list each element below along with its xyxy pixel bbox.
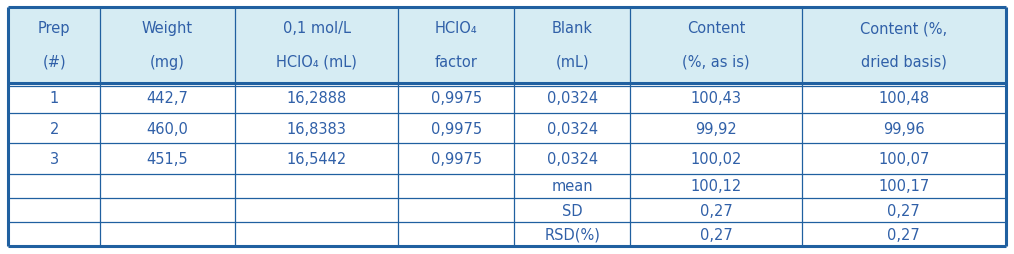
Bar (802, 114, 1006, 144)
Text: 99,92: 99,92 (695, 121, 737, 136)
Bar (514, 83, 630, 114)
Bar (399, 198, 514, 222)
Bar (514, 144, 630, 174)
Bar (234, 198, 399, 222)
Text: (%, as is): (%, as is) (682, 55, 749, 70)
Bar (630, 144, 802, 174)
Bar (399, 222, 514, 246)
Text: 0,27: 0,27 (887, 203, 920, 218)
Bar (514, 114, 630, 144)
Bar (8, 198, 100, 222)
Text: 0,27: 0,27 (700, 227, 732, 242)
Text: 0,0324: 0,0324 (547, 121, 598, 136)
Bar (234, 174, 399, 198)
Text: (mL): (mL) (556, 55, 589, 70)
Text: 100,12: 100,12 (691, 179, 741, 194)
Bar (8, 8, 100, 83)
Bar (802, 144, 1006, 174)
Text: Weight: Weight (142, 21, 193, 36)
Bar (8, 222, 100, 246)
Text: (#): (#) (43, 55, 66, 70)
Text: factor: factor (435, 55, 478, 70)
Text: Prep: Prep (38, 21, 70, 36)
Text: 16,8383: 16,8383 (287, 121, 347, 136)
Bar (630, 174, 802, 198)
Text: Blank: Blank (552, 21, 593, 36)
Bar (399, 8, 514, 83)
Text: 460,0: 460,0 (146, 121, 189, 136)
Bar (399, 174, 514, 198)
Text: 100,17: 100,17 (878, 179, 930, 194)
Text: 0,9975: 0,9975 (431, 152, 482, 166)
Bar (399, 114, 514, 144)
Bar (802, 8, 1006, 83)
Text: 100,02: 100,02 (691, 152, 741, 166)
Bar (100, 83, 234, 114)
Bar (100, 222, 234, 246)
Bar (8, 83, 100, 114)
Text: Content (%,: Content (%, (860, 21, 947, 36)
Bar (100, 114, 234, 144)
Bar (514, 222, 630, 246)
Bar (399, 83, 514, 114)
Text: 3: 3 (50, 152, 59, 166)
Bar (8, 114, 100, 144)
Bar (514, 198, 630, 222)
Text: 442,7: 442,7 (146, 91, 189, 106)
Text: 100,43: 100,43 (691, 91, 741, 106)
Bar (100, 144, 234, 174)
Bar (514, 174, 630, 198)
Bar (802, 83, 1006, 114)
Bar (100, 174, 234, 198)
Text: 0,0324: 0,0324 (547, 152, 598, 166)
Bar (8, 144, 100, 174)
Bar (802, 198, 1006, 222)
Bar (100, 198, 234, 222)
Bar (234, 144, 399, 174)
Bar (234, 114, 399, 144)
Bar (630, 83, 802, 114)
Text: 0,9975: 0,9975 (431, 121, 482, 136)
Text: HClO₄ (mL): HClO₄ (mL) (276, 55, 357, 70)
Text: 100,07: 100,07 (878, 152, 930, 166)
Text: 451,5: 451,5 (147, 152, 189, 166)
Text: 0,27: 0,27 (700, 203, 732, 218)
Text: 100,48: 100,48 (878, 91, 930, 106)
Text: 99,96: 99,96 (883, 121, 925, 136)
Text: dried basis): dried basis) (861, 55, 947, 70)
Text: 0,9975: 0,9975 (431, 91, 482, 106)
Bar (802, 222, 1006, 246)
Bar (234, 83, 399, 114)
Text: Content: Content (686, 21, 745, 36)
Text: HClO₄: HClO₄ (435, 21, 478, 36)
Bar (234, 222, 399, 246)
Text: 0,0324: 0,0324 (547, 91, 598, 106)
Text: 0,1 mol/L: 0,1 mol/L (283, 21, 351, 36)
Bar (802, 174, 1006, 198)
Bar (100, 8, 234, 83)
Bar (234, 8, 399, 83)
Text: SD: SD (562, 203, 582, 218)
Text: 16,2888: 16,2888 (286, 91, 347, 106)
Text: mean: mean (552, 179, 593, 194)
Text: RSD(%): RSD(%) (545, 227, 600, 242)
Text: 1: 1 (50, 91, 59, 106)
Text: 0,27: 0,27 (887, 227, 920, 242)
Bar (630, 222, 802, 246)
Text: 2: 2 (50, 121, 59, 136)
Bar (399, 144, 514, 174)
Bar (630, 198, 802, 222)
Bar (630, 114, 802, 144)
Bar (514, 8, 630, 83)
Bar (630, 8, 802, 83)
Bar (8, 174, 100, 198)
Text: (mg): (mg) (150, 55, 185, 70)
Text: 16,5442: 16,5442 (286, 152, 347, 166)
